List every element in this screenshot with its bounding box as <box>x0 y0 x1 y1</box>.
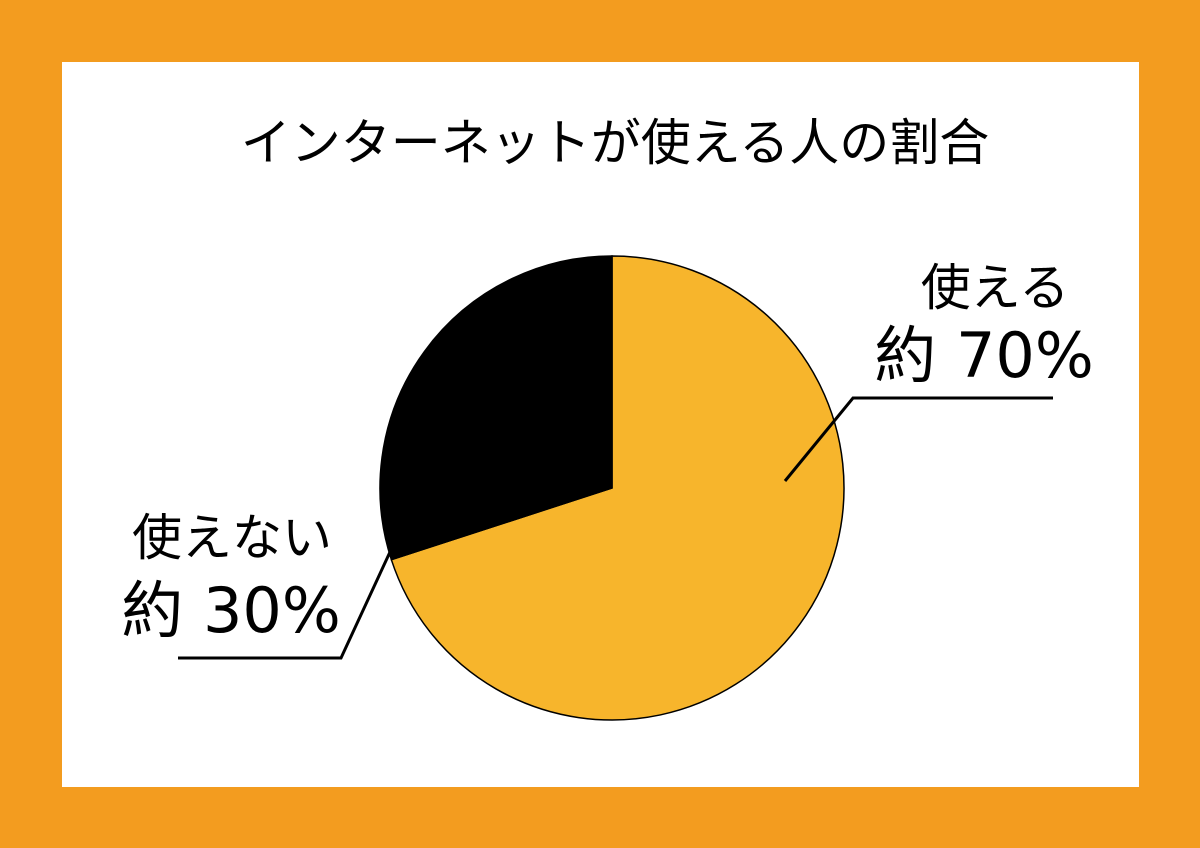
slice-value-not-usable: 約 30% <box>121 574 341 647</box>
slice-label-usable: 使える <box>921 259 1070 317</box>
chart-title: インターネットが使える人の割合 <box>241 114 990 172</box>
pie <box>379 255 845 721</box>
pie-slice-not-usable <box>379 255 613 561</box>
slice-label-not-usable: 使えない <box>132 509 332 567</box>
slice-value-usable: 約 70% <box>874 319 1094 392</box>
leader-line-not-usable <box>178 551 392 660</box>
pie-slice-usable <box>390 255 845 721</box>
leader-line-usable <box>783 396 1053 482</box>
